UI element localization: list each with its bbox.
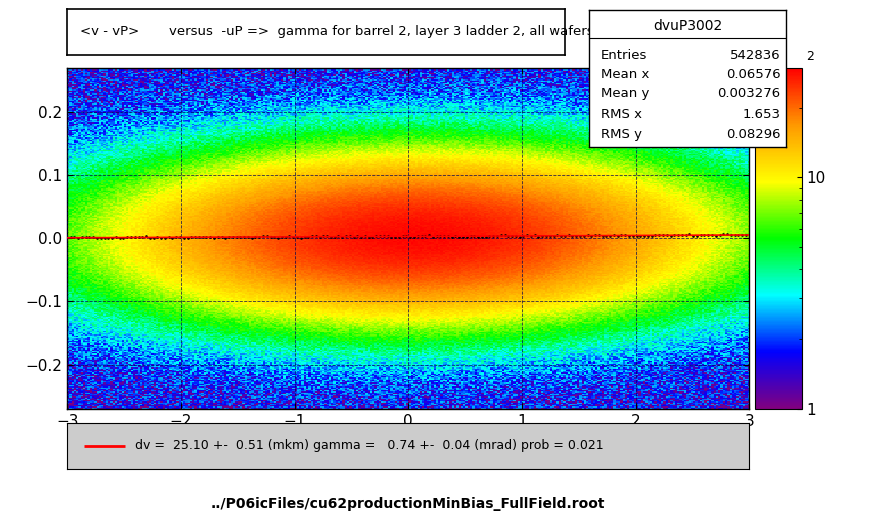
Text: 0.08296: 0.08296 bbox=[726, 128, 780, 141]
Text: dv =  25.10 +-  0.51 (mkm) gamma =   0.74 +-  0.04 (mrad) prob = 0.021: dv = 25.10 +- 0.51 (mkm) gamma = 0.74 +-… bbox=[135, 440, 604, 452]
Text: RMS y: RMS y bbox=[601, 128, 642, 141]
Text: 0.06576: 0.06576 bbox=[726, 69, 780, 81]
Text: dvuP3002: dvuP3002 bbox=[653, 19, 722, 34]
Text: 542836: 542836 bbox=[729, 49, 780, 62]
Text: ../P06icFiles/cu62productionMinBias_FullField.root: ../P06icFiles/cu62productionMinBias_Full… bbox=[211, 497, 606, 511]
Text: RMS x: RMS x bbox=[601, 108, 642, 121]
Text: <v - vP>       versus  -uP =>  gamma for barrel 2, layer 3 ladder 2, all wafers: <v - vP> versus -uP => gamma for barrel … bbox=[80, 26, 593, 38]
Text: 0.003276: 0.003276 bbox=[717, 88, 780, 101]
Text: Mean x: Mean x bbox=[601, 69, 650, 81]
Text: Entries: Entries bbox=[601, 49, 647, 62]
Text: 1.653: 1.653 bbox=[742, 108, 780, 121]
Text: 2: 2 bbox=[806, 50, 814, 63]
Text: Mean y: Mean y bbox=[601, 88, 650, 101]
